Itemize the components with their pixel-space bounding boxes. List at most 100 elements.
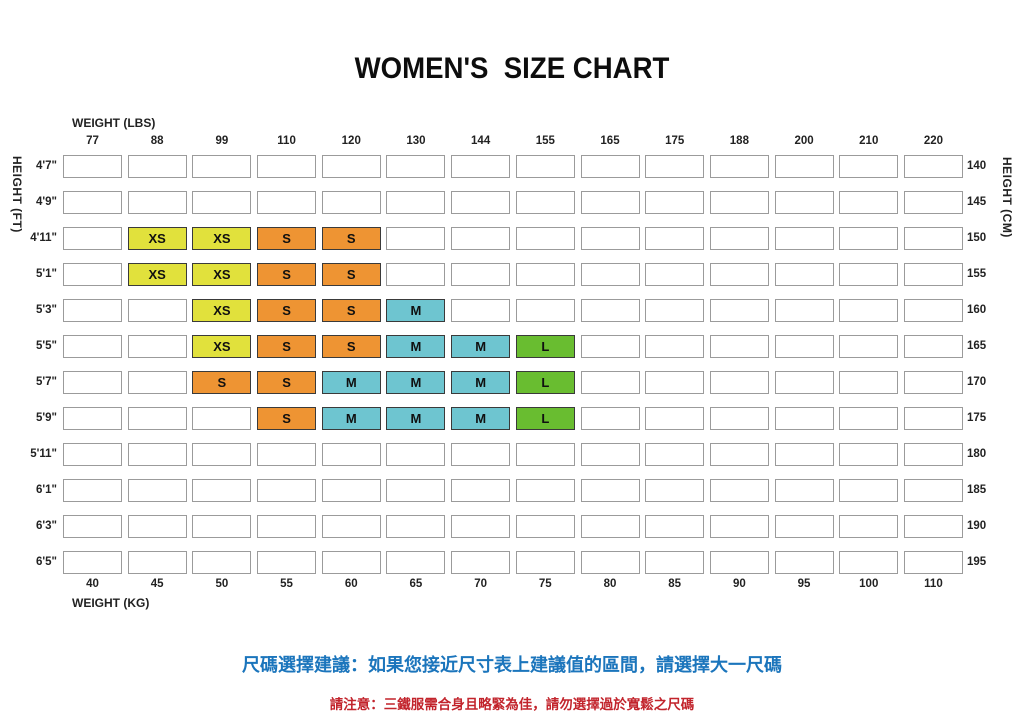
empty-cell — [774, 479, 834, 502]
height-ft-tick: 6'3" — [36, 520, 57, 532]
size-cell-xs: XS — [192, 263, 252, 286]
empty-cell — [321, 551, 381, 574]
empty-cell — [451, 479, 511, 502]
size-cell-s: S — [257, 263, 317, 286]
empty-cell — [127, 515, 187, 538]
weight-lbs-tick: 220 — [923, 135, 944, 147]
weight-kg-tick: 55 — [280, 578, 293, 590]
empty-cell — [645, 335, 705, 358]
size-cell-xs: XS — [192, 335, 252, 358]
empty-cell — [386, 227, 446, 250]
weight-kg-tick: 50 — [215, 578, 229, 590]
empty-cell — [645, 443, 705, 466]
empty-cell — [903, 479, 963, 502]
weight-kg-tick: 75 — [538, 578, 552, 590]
empty-cell — [774, 407, 834, 430]
empty-cell — [839, 263, 899, 286]
empty-cell — [192, 407, 252, 430]
empty-cell — [709, 479, 769, 502]
empty-cell — [580, 191, 640, 214]
size-advice-note: 尺碼選擇建議：如果您接近尺寸表上建議值的區間，請選擇大一尺碼 — [242, 655, 782, 675]
weight-kg-tick: 90 — [732, 578, 746, 590]
empty-cell — [257, 515, 317, 538]
empty-cell — [192, 155, 252, 178]
empty-cell — [386, 155, 446, 178]
size-cell-s: S — [321, 227, 381, 250]
height-ft-tick: 6'1" — [36, 484, 57, 496]
weight-lbs-tick: 175 — [665, 135, 685, 147]
empty-cell — [386, 263, 446, 286]
empty-cell — [709, 335, 769, 358]
height-cm-tick: 145 — [967, 196, 987, 208]
weight-lbs-tick: 130 — [406, 135, 426, 147]
height-ft-tick: 4'7" — [36, 160, 57, 172]
empty-cell — [63, 371, 122, 394]
empty-cell — [63, 443, 122, 466]
empty-cell — [709, 227, 769, 250]
empty-cell — [63, 191, 122, 214]
size-cell-m: M — [321, 371, 381, 394]
weight-lbs-tick: 210 — [859, 135, 879, 147]
empty-cell — [903, 263, 963, 286]
size-cell-s: S — [192, 371, 252, 394]
weight-kg-tick: 45 — [150, 578, 164, 590]
height-ft-tick: 5'5" — [36, 340, 57, 352]
height-cm-tick: 180 — [967, 448, 987, 460]
empty-cell — [709, 191, 769, 214]
empty-cell — [515, 515, 575, 538]
empty-cell — [903, 335, 963, 358]
empty-cell — [63, 479, 122, 502]
size-cell-m: M — [386, 371, 446, 394]
size-cell-xs: XS — [127, 263, 187, 286]
empty-cell — [451, 263, 511, 286]
empty-cell — [63, 299, 122, 322]
size-cell-m: M — [451, 371, 511, 394]
empty-cell — [127, 479, 187, 502]
empty-cell — [903, 191, 963, 214]
fit-warning-note: 請注意：三鐵服需合身且略緊為佳，請勿選擇過於寬鬆之尺碼 — [329, 697, 695, 712]
size-cell-s: S — [257, 371, 317, 394]
size-cell-xs: XS — [192, 299, 252, 322]
empty-cell — [709, 371, 769, 394]
empty-cell — [580, 443, 640, 466]
empty-cell — [645, 479, 705, 502]
empty-cell — [321, 443, 381, 466]
right-axis-label: HEIGHT (CM) — [1000, 157, 1014, 238]
weight-kg-tick: 60 — [344, 578, 358, 590]
empty-cell — [709, 551, 769, 574]
height-ft-tick: 4'11" — [30, 232, 57, 244]
size-cell-m: M — [451, 335, 511, 358]
empty-cell — [774, 299, 834, 322]
size-cell-m: M — [451, 407, 511, 430]
empty-cell — [127, 551, 187, 574]
height-cm-tick: 160 — [967, 304, 987, 316]
height-ft-tick: 4'9" — [36, 196, 57, 208]
empty-cell — [839, 551, 899, 574]
empty-cell — [192, 551, 252, 574]
empty-cell — [774, 227, 834, 250]
height-cm-tick: 185 — [967, 484, 987, 496]
empty-cell — [645, 407, 705, 430]
empty-cell — [580, 551, 640, 574]
empty-cell — [774, 515, 834, 538]
empty-cell — [839, 479, 899, 502]
empty-cell — [515, 551, 575, 574]
empty-cell — [774, 263, 834, 286]
empty-cell — [580, 227, 640, 250]
height-cm-tick: 170 — [967, 376, 987, 388]
empty-cell — [709, 299, 769, 322]
left-axis-values: 4'7" 4'9" 4'11" 5'1" 5'3" 5'5" 5'7" 5'9" 5'11" 6'… — [0, 155, 57, 587]
empty-cell — [709, 407, 769, 430]
empty-cell — [580, 335, 640, 358]
size-grid: XS XS S S XS XS S S XS S S M XS S S M M L S S M M M L S M M M L — [63, 155, 963, 574]
weight-lbs-tick: 99 — [215, 135, 229, 147]
height-cm-tick: 190 — [967, 520, 987, 532]
weight-kg-tick: 70 — [474, 578, 488, 590]
empty-cell — [839, 335, 899, 358]
empty-cell — [451, 515, 511, 538]
empty-cell — [386, 551, 446, 574]
empty-cell — [903, 155, 963, 178]
empty-cell — [451, 443, 511, 466]
weight-kg-tick: 40 — [86, 578, 99, 590]
empty-cell — [127, 407, 187, 430]
